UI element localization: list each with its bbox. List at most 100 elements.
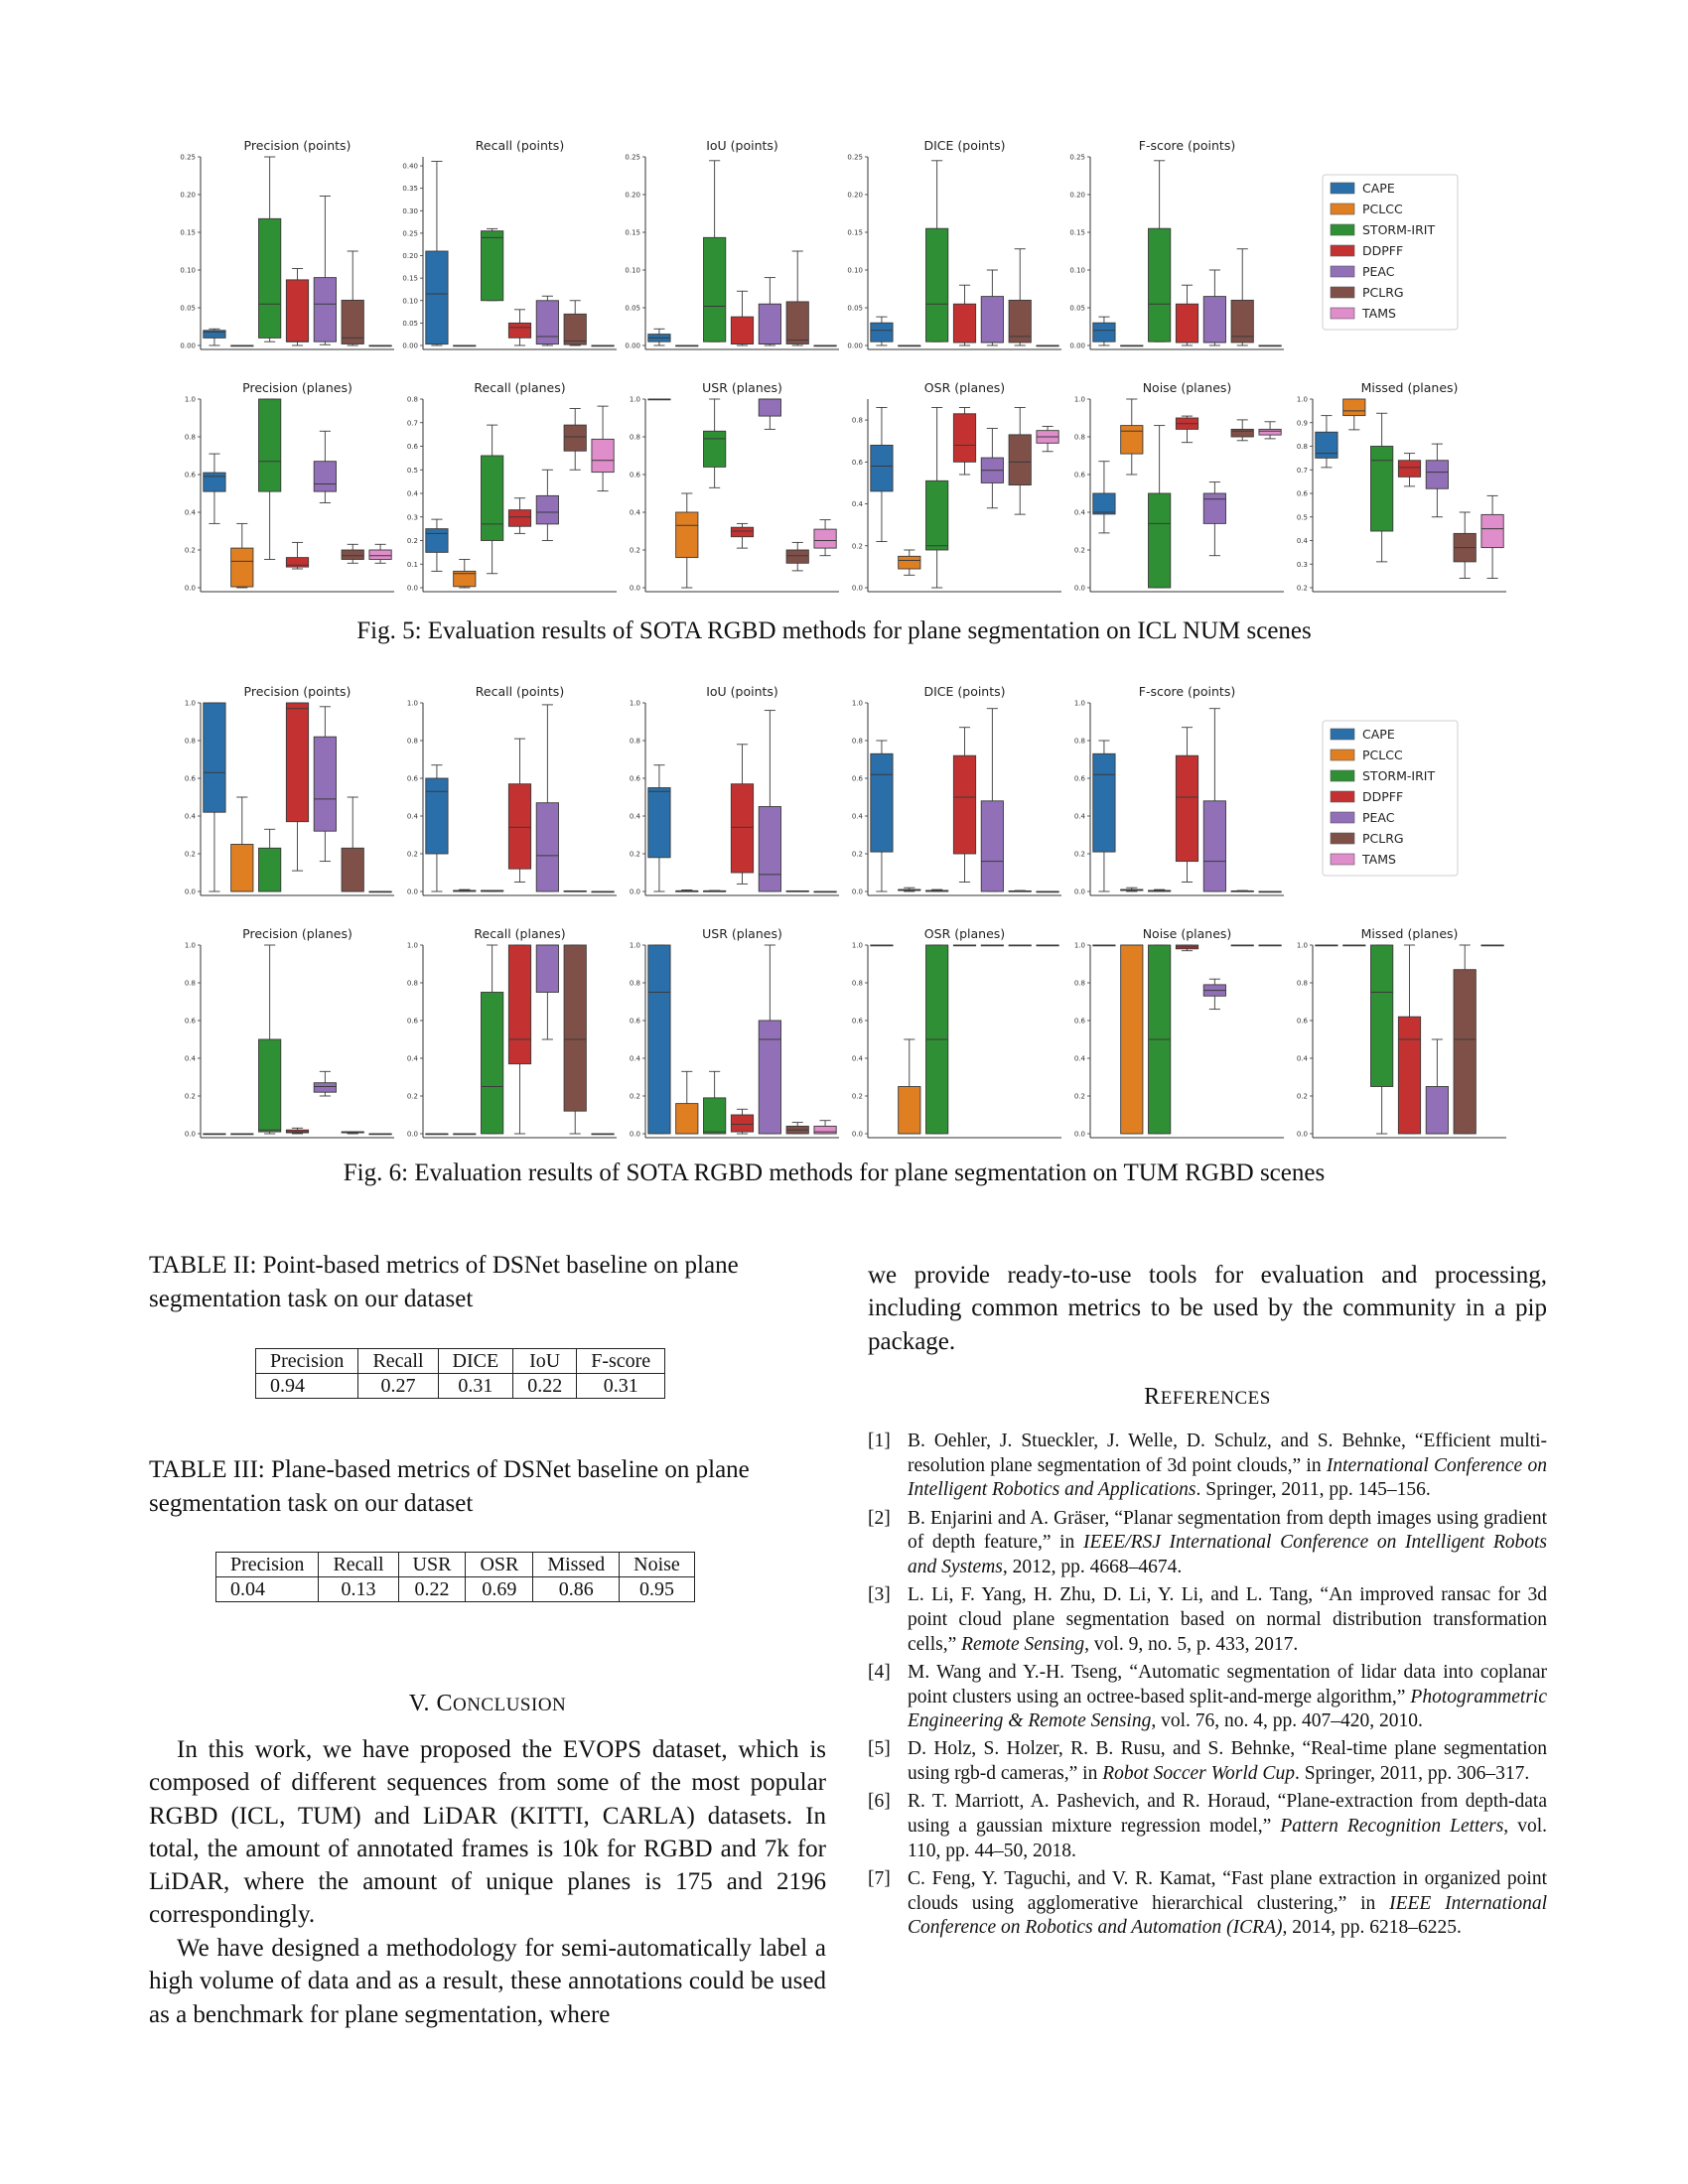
- figure-6-plots: Precision (points)0.00.20.40.60.81.0Reca…: [185, 684, 1506, 1139]
- box-pclcc: [1342, 944, 1366, 947]
- box-pclcc: [230, 522, 254, 589]
- box-tams: [813, 519, 837, 557]
- y-tick-label: 0.25: [625, 154, 640, 162]
- y-tick-label: 0.05: [402, 320, 418, 328]
- y-tick-label: 0.4: [185, 1055, 197, 1063]
- y-tick-label: 0.10: [625, 267, 640, 275]
- y-tick-label: 0.6: [1297, 1018, 1309, 1025]
- y-tick-label: 0.7: [1297, 467, 1308, 475]
- y-tick-label: 0.6: [407, 775, 419, 783]
- y-tick-label: 0.15: [847, 229, 863, 237]
- subplot-title: Recall (points): [476, 684, 564, 699]
- box-peac: [980, 944, 1004, 947]
- box-ddpff: [1175, 727, 1199, 883]
- box-pclrg: [785, 541, 809, 572]
- figure-6-caption: Fig. 6: Evaluation results of SOTA RGBD …: [343, 1160, 1326, 1186]
- y-tick-label: 0.2: [185, 1093, 196, 1101]
- y-tick-label: 0.2: [1074, 851, 1085, 859]
- y-tick-label: 0.0: [407, 888, 418, 896]
- y-tick-label: 1.0: [852, 942, 863, 950]
- reference-item: [2] B. Enjarini and A. Gräser, “Planar se…: [868, 1507, 1547, 1578]
- y-tick-label: 0.0: [1074, 888, 1085, 896]
- box-pclcc: [898, 1038, 921, 1135]
- box-peac: [980, 428, 1004, 509]
- box-pclrg: [1230, 889, 1254, 892]
- box-peac: [535, 295, 559, 346]
- box-tams: [1036, 425, 1059, 453]
- y-tick-label: 0.0: [852, 888, 863, 896]
- box-tams: [1480, 494, 1504, 579]
- box-cape: [425, 764, 449, 892]
- svg-text:TAMS: TAMS: [1361, 306, 1396, 321]
- y-tick-label: 0.6: [630, 472, 641, 479]
- y-tick-label: 0.6: [185, 775, 197, 783]
- y-tick-label: 0.8: [407, 396, 418, 404]
- table-cell: 0.27: [357, 1373, 439, 1399]
- y-tick-label: 0.05: [180, 305, 196, 313]
- box-pclcc: [1120, 344, 1144, 347]
- svg-text:STORM-IRIT: STORM-IRIT: [1362, 222, 1435, 237]
- subplot-title: Precision (planes): [242, 380, 352, 395]
- y-tick-label: 0.2: [1297, 1093, 1308, 1101]
- y-tick-label: 0.2: [1074, 547, 1085, 555]
- box-tams: [1258, 890, 1282, 893]
- y-tick-label: 0.0: [185, 585, 196, 593]
- box-pclrg: [1230, 419, 1254, 442]
- table-3-caption: TABLE III: Plane-based metrics of DSNet …: [149, 1456, 750, 1517]
- subplot-title: F-score (points): [1139, 684, 1235, 699]
- box-pclrg: [1453, 511, 1477, 579]
- references-title-initial: R: [1144, 1384, 1161, 1410]
- box-ddpff: [285, 541, 310, 570]
- subplot-noise-planes: Noise (planes) 0.0 0.2 0.4 0.6 0.8 1.0: [1074, 380, 1284, 593]
- y-tick-label: 0.6: [407, 1018, 419, 1025]
- y-tick-label: 0.6: [630, 775, 641, 783]
- box-tams: [591, 890, 615, 893]
- box-pclcc: [675, 492, 699, 589]
- box-pclcc: [1342, 398, 1366, 431]
- subplot-title: Recall (planes): [474, 380, 565, 395]
- table-row: 0.94 0.27 0.31 0.22 0.31: [254, 1373, 666, 1399]
- legend-item-ddpff: DDPFF: [1330, 789, 1403, 804]
- box-pclcc: [898, 549, 921, 576]
- box-pclcc: [1120, 887, 1144, 892]
- subplot-precision-planes: Precision (planes) 0.0 0.2 0.4 0.6 0.8 1.0: [185, 380, 394, 593]
- y-tick-label: 0.20: [625, 192, 640, 200]
- box-ddpff: [507, 738, 532, 883]
- y-tick-label: 0.8: [1297, 443, 1308, 451]
- table-header-cell: F-score: [576, 1348, 666, 1374]
- references-title-rest: EFERENCES: [1160, 1388, 1271, 1409]
- box-pclcc: [898, 887, 921, 892]
- figure-6: Precision (points) 0.0 0.2 0.4 0.6 0.8 1.0 Reca…: [149, 673, 1519, 1156]
- subplot-title: Precision (planes): [242, 926, 352, 941]
- box-cape: [870, 740, 894, 892]
- table-header-cell: Noise: [619, 1552, 695, 1577]
- table-header-cell: Precision: [214, 1552, 320, 1577]
- svg-text:CAPE: CAPE: [1362, 181, 1395, 196]
- y-tick-label: 0.00: [625, 342, 640, 350]
- box-peac: [758, 944, 781, 1135]
- box-storm-irit: [258, 944, 282, 1135]
- box-ddpff: [952, 406, 977, 476]
- subplot-title: DICE (points): [923, 138, 1005, 153]
- box-peac: [980, 708, 1004, 892]
- box-tams: [813, 1120, 837, 1135]
- y-tick-label: 0.4: [407, 1055, 419, 1063]
- subplot-usr-planes: USR (planes) 0.0 0.2 0.4 0.6 0.8 1.0: [630, 926, 839, 1139]
- conclusion-paragraph-2: We have designed a methodology for semi-…: [149, 1935, 826, 2028]
- subplot-title: DICE (points): [923, 684, 1005, 699]
- y-tick-label: 0.10: [1069, 267, 1085, 275]
- y-tick-label: 0.8: [1074, 980, 1085, 988]
- subplot-recall-planes: Recall (planes) 0.0 0.2 0.4 0.6 0.8 1.0: [407, 926, 617, 1139]
- box-tams: [1036, 344, 1059, 347]
- box-pclrg: [341, 543, 364, 564]
- box-peac: [313, 706, 337, 863]
- y-tick-label: 0.00: [402, 342, 418, 350]
- y-tick-label: 0.0: [407, 585, 418, 593]
- box-ddpff: [1397, 944, 1422, 1135]
- subplot-title: USR (planes): [702, 380, 782, 395]
- table-row: Precision Recall DICE IoU F-score: [254, 1348, 666, 1374]
- box-storm-irit: [1148, 944, 1172, 1135]
- y-tick-label: 1.0: [1074, 942, 1085, 950]
- y-tick-label: 0.8: [852, 738, 863, 746]
- y-tick-label: 0.4: [852, 500, 864, 508]
